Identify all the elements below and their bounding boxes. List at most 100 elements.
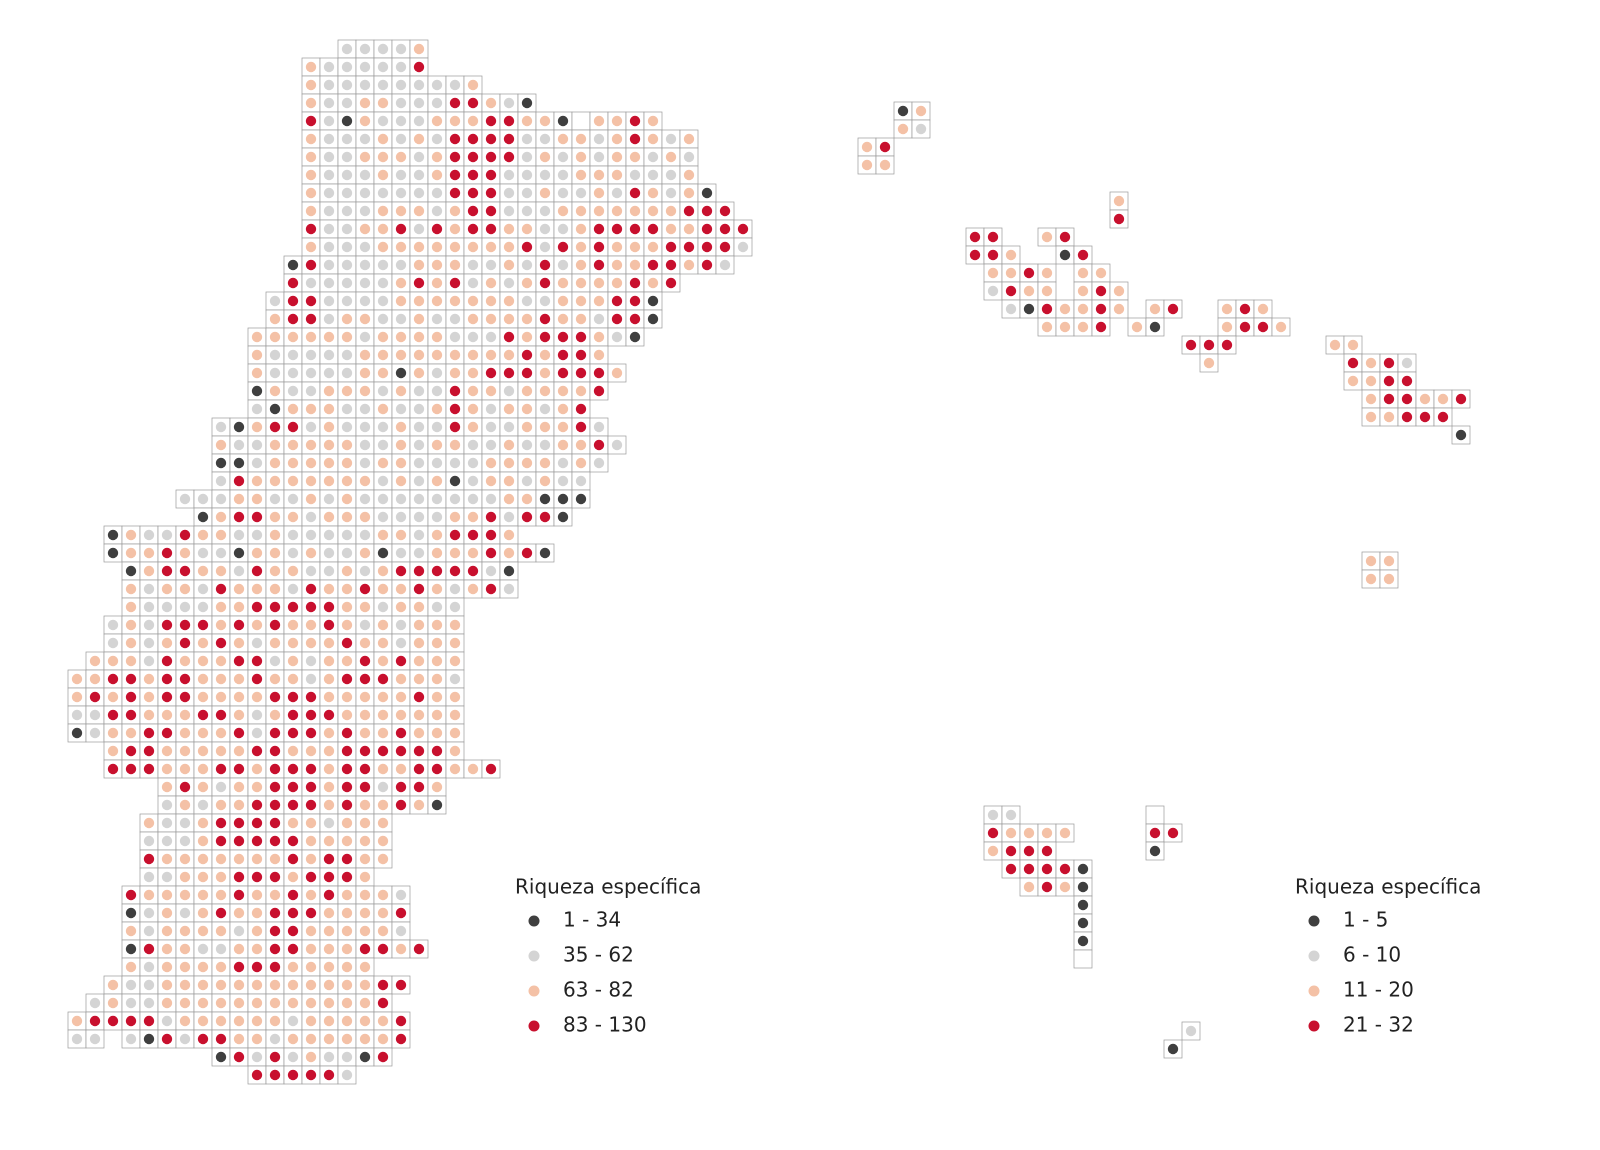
richness-dot bbox=[125, 1033, 137, 1045]
richness-dot bbox=[413, 799, 425, 811]
richness-dot bbox=[251, 835, 263, 847]
richness-dot bbox=[593, 187, 605, 199]
richness-dot bbox=[413, 511, 425, 523]
richness-dot bbox=[431, 565, 443, 577]
richness-dot bbox=[305, 457, 317, 469]
richness-dot bbox=[179, 691, 191, 703]
richness-dot bbox=[377, 385, 389, 397]
richness-dot bbox=[89, 709, 101, 721]
richness-dot bbox=[969, 231, 981, 243]
richness-dot bbox=[1041, 881, 1053, 893]
richness-dot bbox=[143, 691, 155, 703]
richness-dot bbox=[179, 583, 191, 595]
richness-dot bbox=[107, 709, 119, 721]
richness-dot bbox=[431, 169, 443, 181]
richness-dot bbox=[1113, 285, 1125, 297]
richness-dot bbox=[359, 727, 371, 739]
richness-dot bbox=[161, 925, 173, 937]
richness-dot bbox=[467, 511, 479, 523]
richness-dot bbox=[897, 105, 909, 117]
richness-dot bbox=[251, 403, 263, 415]
richness-dot bbox=[323, 835, 335, 847]
richness-dot bbox=[341, 673, 353, 685]
richness-dot bbox=[323, 601, 335, 613]
richness-dot bbox=[233, 475, 245, 487]
richness-dot bbox=[449, 421, 461, 433]
grid-cell bbox=[1073, 949, 1093, 969]
richness-dot bbox=[197, 547, 209, 559]
richness-dot bbox=[413, 421, 425, 433]
richness-dot bbox=[575, 295, 587, 307]
richness-dot bbox=[431, 79, 443, 91]
richness-dot bbox=[125, 925, 137, 937]
richness-dot bbox=[323, 763, 335, 775]
richness-dot bbox=[503, 457, 515, 469]
richness-dot bbox=[287, 421, 299, 433]
richness-dot bbox=[287, 295, 299, 307]
richness-dot bbox=[1113, 213, 1125, 225]
richness-dot bbox=[1059, 303, 1071, 315]
richness-dot bbox=[341, 961, 353, 973]
richness-dot bbox=[305, 97, 317, 109]
richness-dot bbox=[179, 529, 191, 541]
richness-dot bbox=[431, 763, 443, 775]
richness-dot bbox=[107, 547, 119, 559]
richness-dot bbox=[323, 493, 335, 505]
richness-dot bbox=[269, 1033, 281, 1045]
richness-dot bbox=[557, 187, 569, 199]
richness-dot bbox=[233, 601, 245, 613]
richness-dot bbox=[287, 367, 299, 379]
richness-dot bbox=[377, 61, 389, 73]
richness-dot bbox=[521, 223, 533, 235]
richness-dot bbox=[269, 637, 281, 649]
richness-dot bbox=[269, 943, 281, 955]
richness-dot bbox=[539, 277, 551, 289]
richness-dot bbox=[557, 331, 569, 343]
richness-dot bbox=[701, 241, 713, 253]
richness-dot bbox=[341, 241, 353, 253]
richness-dot bbox=[359, 997, 371, 1009]
richness-dot bbox=[611, 313, 623, 325]
richness-dot bbox=[215, 439, 227, 451]
richness-dot bbox=[179, 619, 191, 631]
richness-dot bbox=[467, 277, 479, 289]
richness-dot bbox=[575, 277, 587, 289]
richness-dot bbox=[467, 331, 479, 343]
richness-dot bbox=[1239, 303, 1251, 315]
richness-dot bbox=[251, 565, 263, 577]
richness-dot bbox=[377, 709, 389, 721]
richness-dot bbox=[233, 583, 245, 595]
richness-dot bbox=[575, 331, 587, 343]
richness-dot bbox=[287, 1033, 299, 1045]
richness-dot bbox=[341, 367, 353, 379]
richness-dot bbox=[143, 1015, 155, 1027]
richness-dot bbox=[557, 403, 569, 415]
richness-dot bbox=[485, 115, 497, 127]
richness-dot bbox=[251, 583, 263, 595]
richness-dot bbox=[359, 97, 371, 109]
richness-dot bbox=[413, 475, 425, 487]
richness-dot bbox=[305, 313, 317, 325]
richness-dot bbox=[1221, 303, 1233, 315]
richness-dot bbox=[1041, 285, 1053, 297]
richness-dot bbox=[521, 331, 533, 343]
richness-dot bbox=[251, 547, 263, 559]
richness-dot bbox=[395, 457, 407, 469]
richness-dot bbox=[539, 313, 551, 325]
richness-dot bbox=[161, 1033, 173, 1045]
richness-dot bbox=[305, 367, 317, 379]
richness-dot bbox=[251, 763, 263, 775]
richness-dot bbox=[1023, 863, 1035, 875]
richness-dot bbox=[431, 799, 443, 811]
richness-dot bbox=[233, 457, 245, 469]
richness-dot bbox=[467, 583, 479, 595]
richness-dot bbox=[629, 187, 641, 199]
richness-dot bbox=[539, 421, 551, 433]
richness-dot bbox=[161, 853, 173, 865]
richness-dot bbox=[539, 331, 551, 343]
richness-dot bbox=[179, 943, 191, 955]
richness-dot bbox=[521, 277, 533, 289]
richness-dot bbox=[107, 529, 119, 541]
richness-dot bbox=[449, 241, 461, 253]
richness-dot bbox=[251, 655, 263, 667]
